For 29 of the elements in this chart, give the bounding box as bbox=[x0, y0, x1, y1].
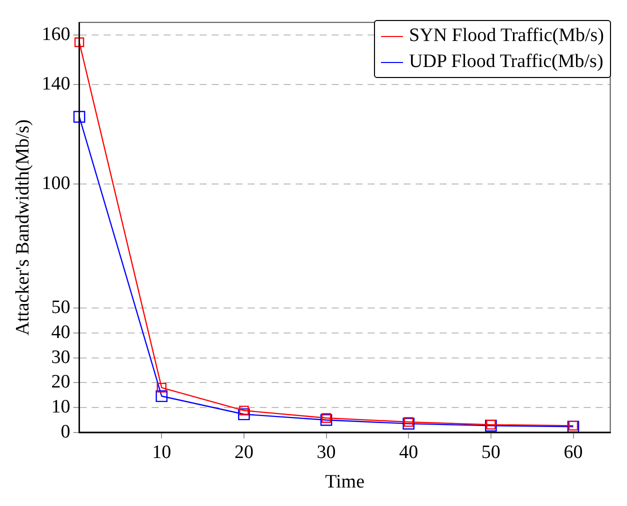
x-tick-label: 30 bbox=[316, 442, 336, 463]
x-tick-label: 60 bbox=[564, 442, 583, 463]
point bbox=[73, 110, 86, 123]
y-tick-label: 140 bbox=[42, 74, 70, 95]
y-tick-label: 30 bbox=[51, 346, 70, 368]
point bbox=[156, 390, 168, 402]
point bbox=[74, 37, 84, 48]
point bbox=[239, 406, 249, 416]
y-tick-label: 160 bbox=[42, 24, 70, 45]
point bbox=[156, 382, 166, 393]
x-tick-label: 40 bbox=[399, 442, 418, 463]
legend-label: SYN Flood Traffic(Mb/s) bbox=[409, 24, 604, 48]
point bbox=[320, 414, 332, 426]
point bbox=[238, 408, 250, 420]
x-tick-label: 10 bbox=[152, 442, 172, 463]
y-tick-label: 50 bbox=[51, 297, 70, 318]
x-tick-label: 20 bbox=[234, 442, 254, 463]
point bbox=[404, 417, 414, 427]
y-axis-title: Attacker's Bandwidth(Mb/s) bbox=[12, 119, 34, 336]
y-tick-label: 100 bbox=[42, 172, 70, 194]
x-tick-label: 50 bbox=[481, 442, 500, 463]
y-tick-label: 20 bbox=[51, 372, 70, 393]
x-axis-title: Time bbox=[325, 472, 365, 493]
y-tick-label: 10 bbox=[51, 396, 70, 418]
legend-label: UDP Flood Traffic(Mb/s) bbox=[409, 50, 604, 74]
y-tick-label: 40 bbox=[51, 322, 70, 343]
point bbox=[321, 413, 332, 423]
y-tick-label: 0 bbox=[60, 421, 70, 442]
point bbox=[402, 418, 415, 430]
